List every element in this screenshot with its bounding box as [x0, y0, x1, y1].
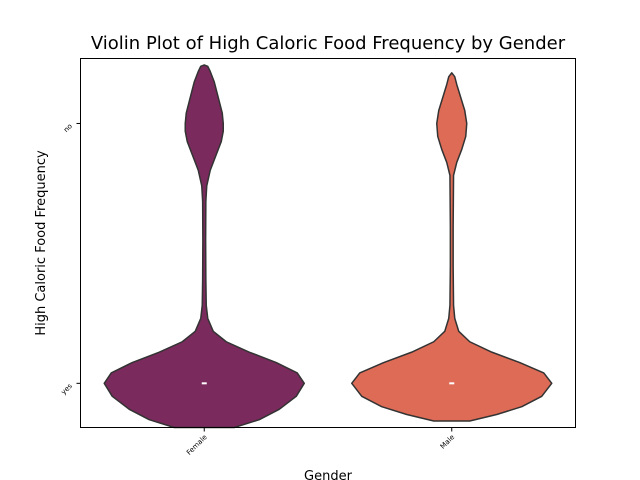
y-tick-label-yes: yes — [60, 382, 74, 396]
x-axis-label: Gender — [304, 469, 353, 480]
y-tick-label-no: no — [62, 122, 74, 134]
chart-title: Violin Plot of High Caloric Food Frequen… — [91, 33, 566, 54]
violins-layer — [103, 64, 553, 429]
violin-female — [103, 64, 305, 429]
y-axis-label: High Caloric Food Frequency — [34, 150, 49, 336]
x-tick-label-female: Female — [185, 433, 209, 457]
plot-frame — [80, 58, 576, 428]
violin-male — [351, 72, 553, 422]
x-tick-label-male: Male — [439, 433, 456, 450]
